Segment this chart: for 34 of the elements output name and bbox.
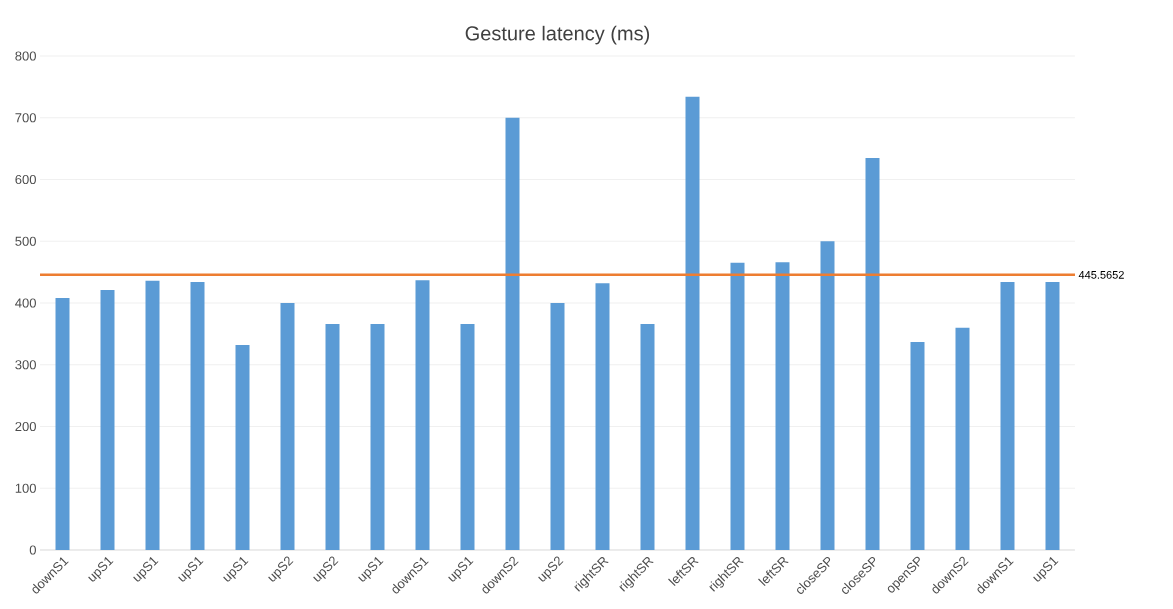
bar (145, 280, 160, 550)
bar (460, 323, 475, 550)
bar (100, 290, 115, 550)
bar (730, 262, 745, 550)
bar (505, 117, 520, 550)
y-tick-label: 0 (29, 545, 36, 555)
bar (55, 298, 70, 550)
bar (325, 323, 340, 550)
y-tick-label: 100 (15, 483, 36, 493)
bar (910, 341, 925, 550)
y-tick-label: 700 (15, 113, 36, 123)
y-tick-label: 500 (15, 236, 36, 246)
bar (550, 302, 565, 550)
bar (1000, 281, 1015, 550)
bar (190, 281, 205, 550)
bar (820, 241, 835, 550)
bar (1045, 281, 1060, 550)
chart-title: Gesture latency (ms) (465, 25, 650, 45)
bar (685, 96, 700, 550)
y-tick-label: 300 (15, 360, 36, 370)
bar (595, 283, 610, 550)
bar (280, 302, 295, 550)
ref-line-label: 445.5652 (1078, 270, 1124, 279)
bar (415, 280, 430, 550)
bar (865, 157, 880, 550)
y-tick-label: 800 (15, 51, 36, 61)
bar (640, 323, 655, 550)
bar (775, 262, 790, 550)
y-tick-label: 400 (15, 298, 36, 308)
bar (370, 323, 385, 550)
y-tick-label: 600 (15, 174, 36, 185)
bar (955, 327, 970, 550)
y-tick-label: 200 (15, 421, 36, 432)
bar (235, 344, 250, 550)
